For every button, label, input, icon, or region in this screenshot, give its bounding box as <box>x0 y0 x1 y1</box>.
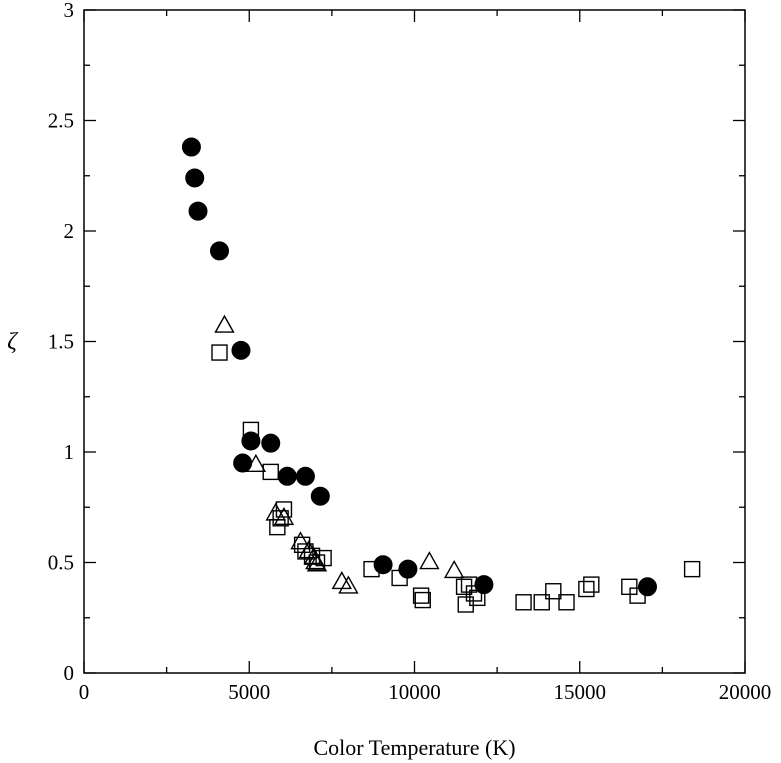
y-tick-label: 0.5 <box>48 551 74 575</box>
data-point-open-square <box>211 344 228 361</box>
data-point-open-triangle <box>443 559 465 579</box>
data-point-open-triangle <box>245 453 267 473</box>
x-tick-label: 10000 <box>388 680 441 704</box>
y-tick-label: 0 <box>64 661 75 685</box>
data-point-open-square <box>629 587 646 604</box>
data-point-open-square <box>621 578 638 596</box>
data-point-filled-circle <box>277 466 297 486</box>
data-point-filled-circle <box>210 241 230 261</box>
data-point-open-square <box>308 554 326 571</box>
data-point-open-square <box>275 501 293 518</box>
data-point-filled-circle <box>188 201 208 221</box>
data-point-open-square <box>578 580 595 598</box>
data-point-open-square <box>455 578 473 596</box>
data-point-open-square <box>391 569 408 587</box>
y-tick-labels: 0 0.5 1 1.5 2 2.5 3 <box>48 0 74 685</box>
data-point-filled-circle <box>638 577 658 597</box>
data-point-filled-circle <box>474 575 494 595</box>
data-point-open-square <box>412 587 430 604</box>
data-point-open-square <box>558 594 575 611</box>
x-axis-title: Color Temperature (K) <box>313 735 515 760</box>
data-point-open-square <box>457 596 474 613</box>
data-point-filled-circle <box>295 466 315 486</box>
data-point-open-square <box>460 576 478 593</box>
y-tick-label: 2 <box>64 219 75 243</box>
data-point-open-square <box>545 583 562 600</box>
data-points <box>181 137 701 613</box>
data-point-open-square <box>272 510 289 527</box>
data-point-open-square <box>515 594 532 611</box>
data-point-open-square <box>414 591 431 609</box>
data-point-open-triangle <box>214 314 235 333</box>
data-point-open-square <box>533 594 550 611</box>
data-point-open-triangle <box>419 551 440 570</box>
x-tick-labels: 0 5000 10000 15000 20000 <box>79 680 772 704</box>
data-point-filled-circle <box>241 431 261 451</box>
data-point-open-square <box>363 560 380 578</box>
data-point-filled-circle <box>373 555 393 575</box>
data-point-filled-circle <box>231 340 251 360</box>
data-point-open-square <box>297 543 314 560</box>
data-point-open-square <box>683 560 701 578</box>
x-tick-label: 15000 <box>554 680 607 704</box>
data-point-open-square <box>303 547 321 565</box>
data-point-open-square <box>269 518 286 536</box>
axis-ticks <box>83 9 746 674</box>
data-point-open-square <box>583 576 600 593</box>
y-tick-label: 3 <box>64 0 75 22</box>
y-tick-label: 1 <box>64 440 75 464</box>
x-tick-label: 0 <box>79 680 90 704</box>
data-point-open-square <box>469 589 486 607</box>
data-point-open-square <box>465 585 483 602</box>
data-point-open-triangle <box>338 575 359 594</box>
x-tick-label: 5000 <box>228 680 270 704</box>
data-point-filled-circle <box>181 137 201 157</box>
y-tick-label: 1.5 <box>48 330 74 354</box>
data-point-filled-circle <box>310 486 330 506</box>
data-point-open-triangle <box>290 531 311 550</box>
y-tick-label: 2.5 <box>48 109 74 133</box>
data-point-open-square <box>315 549 332 567</box>
data-point-filled-circle <box>185 168 205 188</box>
data-point-open-square <box>242 421 260 439</box>
data-point-open-square <box>262 463 279 481</box>
data-point-filled-circle <box>261 433 281 453</box>
data-point-filled-circle <box>398 559 418 579</box>
data-point-open-square <box>293 536 311 554</box>
y-axis-title: ζ <box>7 329 19 355</box>
data-point-filled-circle <box>233 453 253 473</box>
x-tick-label: 20000 <box>719 680 772 704</box>
